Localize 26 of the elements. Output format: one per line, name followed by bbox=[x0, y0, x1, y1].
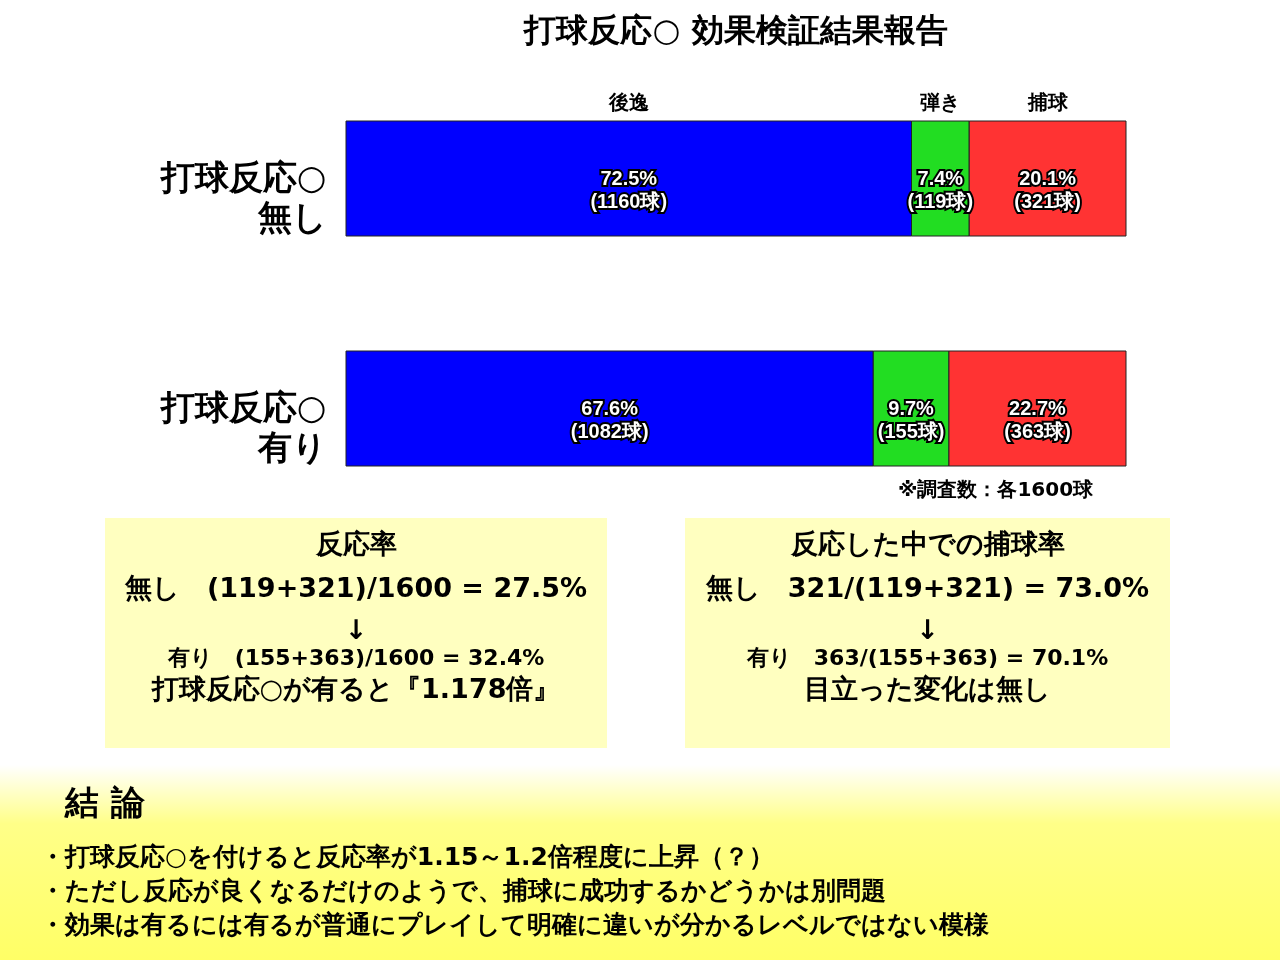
text: 有り (155+363)/1600 = 32.4% bbox=[166, 644, 546, 672]
data-label: 72.5% (1160球) bbox=[590, 166, 668, 212]
y-tick-label: 打球反応○ 無し bbox=[158, 156, 327, 237]
data-label: 9.7% (155球) bbox=[877, 396, 945, 442]
annotation: ※調査数：各1600球 bbox=[898, 476, 1094, 503]
text: ↓ bbox=[915, 614, 940, 645]
text: ・効果は有るには有るが普通にプレイして明確に違いが分かるレベルではない模様 bbox=[40, 909, 989, 941]
data-label: 20.1% (321球) bbox=[1014, 166, 1081, 212]
series-label: 捕球 bbox=[1026, 91, 1069, 113]
data-label: 67.6% (1082球) bbox=[570, 396, 649, 442]
series-label: 弾き bbox=[920, 91, 961, 113]
annotation: 反応率 bbox=[314, 527, 398, 561]
text: ↓ bbox=[343, 614, 369, 645]
text: ・打球反応○を付けると反応率が1.15～1.2倍程度に上昇（？） bbox=[40, 841, 774, 873]
text: 結 論 bbox=[65, 781, 145, 824]
chart-title: 打球反応○ 効果検証結果報告 bbox=[522, 11, 948, 49]
text: 有り 363/(155+363) = 70.1% bbox=[745, 644, 1110, 672]
text: 無し (119+321)/1600 = 27.5% bbox=[123, 571, 589, 605]
data-label: 22.7% (363球) bbox=[1004, 396, 1071, 442]
annotation: 反応した中での捕球率 bbox=[789, 527, 1066, 561]
text: 目立った変化は無し bbox=[803, 672, 1052, 706]
series-label: 後逸 bbox=[607, 91, 649, 113]
y-tick-label: 打球反応○ 有り bbox=[158, 386, 327, 467]
text: ・ただし反応が良くなるだけのようで、捕球に成功するかどうかは別問題 bbox=[40, 875, 886, 907]
text: 無し 321/(119+321) = 73.0% bbox=[704, 571, 1151, 605]
text: 打球反応○が有ると『1.178倍』 bbox=[150, 672, 562, 706]
